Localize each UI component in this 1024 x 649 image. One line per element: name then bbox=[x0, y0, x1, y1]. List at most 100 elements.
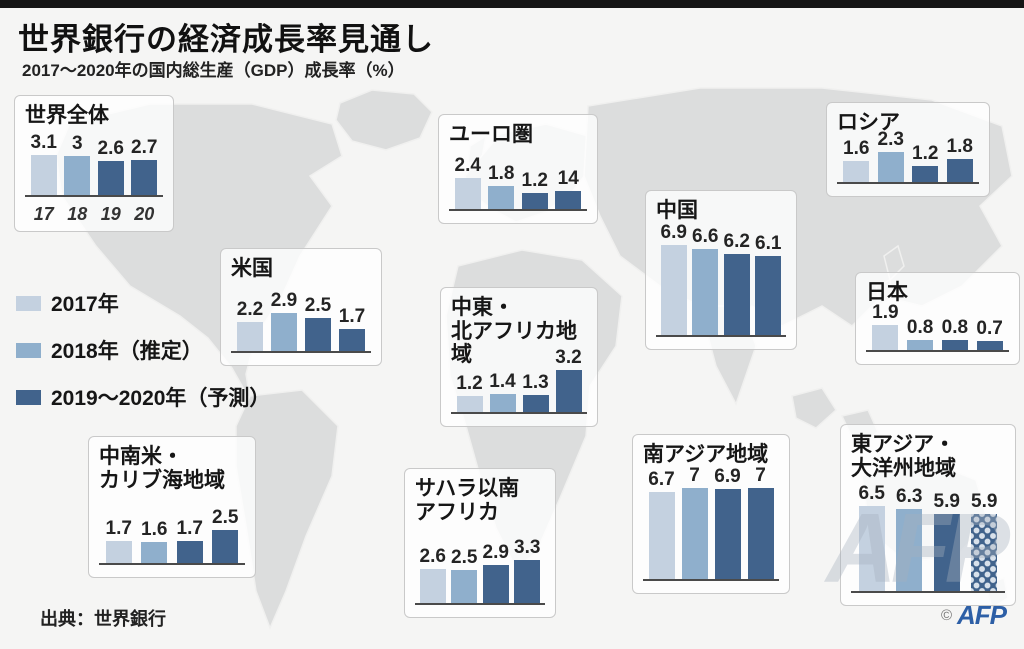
afp-logo: AFP bbox=[957, 600, 1007, 630]
bar bbox=[212, 530, 239, 563]
bar-column: 6.6 bbox=[690, 226, 722, 335]
bar bbox=[941, 340, 968, 350]
bar-column: 1.7 bbox=[101, 518, 137, 563]
bar-value-label: 1.2 bbox=[456, 373, 483, 394]
bar bbox=[681, 488, 708, 579]
chart-title: 日本 bbox=[866, 281, 908, 304]
bar-column: 2.5 bbox=[301, 295, 335, 351]
bar-column: 2.3 bbox=[874, 129, 909, 182]
bar bbox=[877, 152, 904, 182]
bar-column: 1.7 bbox=[335, 306, 369, 351]
bar-value-label: 2.5 bbox=[451, 547, 478, 568]
chart-box-japan: 日本 1.9 0.8 0.8 0.7 bbox=[855, 272, 1020, 365]
bar bbox=[648, 492, 675, 579]
bar-column: 1.2 bbox=[453, 373, 486, 412]
bar bbox=[907, 340, 934, 350]
bar bbox=[912, 166, 939, 182]
bar-value-label: 1.2 bbox=[521, 170, 548, 191]
bar-column: 6.9 bbox=[658, 222, 690, 335]
bar-column: 5.9 bbox=[966, 491, 1004, 591]
bar-value-label: 1.4 bbox=[489, 371, 516, 392]
bar-value-label: 2.2 bbox=[236, 299, 264, 320]
bar-value-label: 3.3 bbox=[514, 537, 541, 558]
bar bbox=[755, 256, 782, 335]
bar-value-label: 1.7 bbox=[338, 306, 366, 327]
bar bbox=[176, 541, 203, 563]
bar-column: 2.5 bbox=[449, 547, 481, 603]
bar-column: 2.6 bbox=[417, 546, 449, 603]
chart-title: 中南米・ カリブ海地域 bbox=[99, 445, 225, 492]
bar bbox=[933, 514, 960, 591]
year-tick-label: 18 bbox=[67, 204, 88, 224]
chart-title: 中東・ 北アフリカ地域 bbox=[451, 296, 577, 367]
bar-column: 1.6 bbox=[839, 138, 874, 182]
bar-column: 6.2 bbox=[721, 231, 753, 335]
bar-value-label: 6.5 bbox=[858, 483, 885, 504]
chart-box-sub-saharan-africa: サハラ以南 アフリカ 2.6 2.5 2.9 3.3 bbox=[404, 468, 556, 618]
bar-column: 0.8 bbox=[903, 317, 938, 350]
legend-row-2019-2020: 2019～2020年（予測） bbox=[16, 382, 270, 412]
chart-box-usa: 米国 2.2 2.9 2.5 1.7 bbox=[220, 248, 382, 366]
bar-column: 1.8 bbox=[485, 163, 519, 209]
bar-column: 6.9 bbox=[711, 466, 744, 579]
bar bbox=[131, 160, 158, 195]
bar-value-label: 2.6 bbox=[97, 138, 124, 159]
bar-column: 6.7 bbox=[645, 469, 678, 579]
bar-group: 1.2 1.4 1.3 3.2 bbox=[451, 347, 587, 414]
bar bbox=[896, 509, 923, 591]
bar-column: 14 bbox=[552, 168, 586, 209]
bar-group: 3.1 3 2.6 2.7 bbox=[25, 132, 163, 197]
legend-swatch-2017 bbox=[16, 295, 41, 311]
bar-column: 6.3 bbox=[891, 486, 929, 591]
bar-column: 7 bbox=[678, 465, 711, 579]
bar bbox=[482, 565, 509, 603]
bar-value-label: 2.6 bbox=[419, 546, 446, 567]
bar-value-label: 5.9 bbox=[971, 491, 998, 512]
legend-label-2019-2020: 2019～2020年（予測） bbox=[51, 387, 271, 410]
bar-column: 1.8 bbox=[943, 136, 978, 182]
bar bbox=[456, 396, 483, 412]
chart-title: サハラ以南 アフリカ bbox=[415, 477, 520, 524]
bar-value-label: 6.9 bbox=[660, 222, 687, 243]
bar bbox=[237, 322, 263, 351]
bar-column: 3.1 bbox=[27, 132, 61, 195]
bar-value-label: 2.7 bbox=[131, 137, 158, 158]
chart-box-south-asia: 南アジア地域 6.7 7 6.9 7 bbox=[632, 434, 790, 594]
chart-title: 米国 bbox=[231, 257, 273, 280]
bar bbox=[488, 186, 515, 209]
year-axis-labels: 17 18 19 20 bbox=[25, 204, 163, 225]
bar bbox=[723, 254, 750, 335]
bar-value-label: 0.8 bbox=[941, 317, 969, 338]
bar bbox=[454, 178, 481, 209]
bar-column: 1.9 bbox=[868, 302, 903, 350]
bar bbox=[141, 542, 168, 563]
bar-value-label: 0.7 bbox=[976, 318, 1003, 339]
bar-value-label: 3.2 bbox=[555, 347, 582, 368]
bar-column: 2.9 bbox=[480, 542, 512, 603]
bar-value-label: 1.8 bbox=[946, 136, 973, 157]
bar-value-label: 1.6 bbox=[141, 519, 168, 540]
bar-column: 0.8 bbox=[938, 317, 973, 350]
bar-column: 5.9 bbox=[928, 491, 966, 591]
top-black-bar bbox=[0, 0, 1024, 8]
bar-column: 2.4 bbox=[451, 155, 485, 209]
bar bbox=[976, 341, 1003, 350]
bar-value-label: 2.3 bbox=[877, 129, 904, 150]
bar bbox=[692, 249, 719, 335]
bar-value-label: 2.9 bbox=[270, 290, 298, 311]
bar-value-label: 1.7 bbox=[105, 518, 132, 539]
bar-value-label: 1.9 bbox=[872, 302, 899, 323]
bar bbox=[555, 191, 582, 209]
chart-title: 中国 bbox=[656, 199, 698, 222]
source-text: 出典：世界銀行 bbox=[40, 609, 166, 629]
bar-column: 6.5 bbox=[853, 483, 891, 591]
chart-box-eurozone: ユーロ圏 2.4 1.8 1.2 14 bbox=[438, 114, 598, 224]
chart-box-latam-caribbean: 中南米・ カリブ海地域 1.7 1.6 1.7 2.5 bbox=[88, 436, 256, 578]
bar-group: 6.9 6.6 6.2 6.1 bbox=[656, 222, 786, 337]
chart-title: ユーロ圏 bbox=[449, 123, 533, 146]
bar-column: 2.5 bbox=[208, 507, 244, 563]
bar-value-label: 6.2 bbox=[723, 231, 750, 252]
bar-value-label: 5.9 bbox=[933, 491, 960, 512]
bar-value-label: 6.3 bbox=[896, 486, 923, 507]
bar bbox=[305, 318, 331, 351]
